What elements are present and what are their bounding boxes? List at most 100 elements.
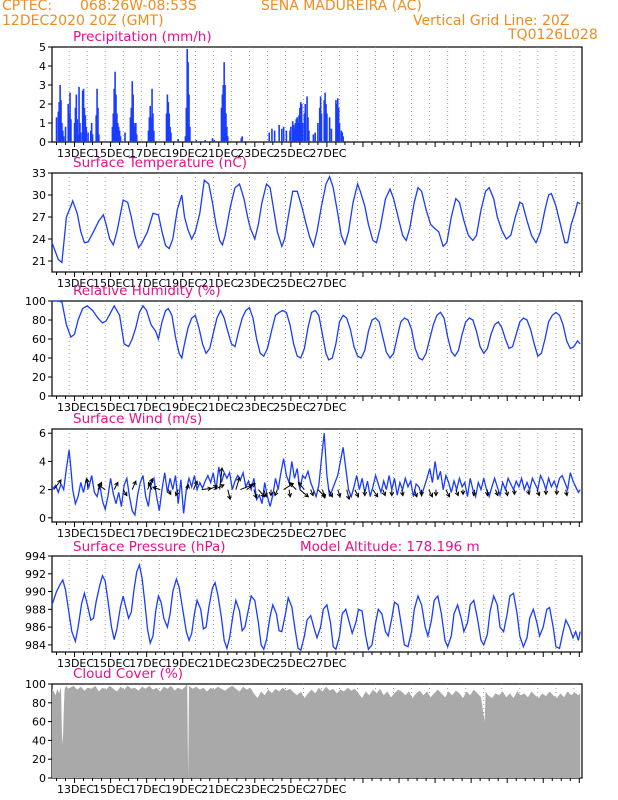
wind-arrow-head	[535, 491, 541, 497]
precip-bar	[67, 104, 70, 142]
wind-arrow	[288, 482, 297, 490]
wind-arrow	[337, 489, 341, 497]
precip-bar	[295, 119, 298, 142]
temp-xtick-label: 25DEC	[273, 277, 310, 290]
precip-bar	[69, 92, 71, 142]
pressure-ytick-label: 986	[25, 621, 46, 634]
cloud-xtick-label: 21DEC	[201, 783, 238, 796]
wind-arrow-head	[273, 491, 279, 497]
precip-bar	[117, 126, 120, 142]
precip-bar	[271, 128, 273, 142]
precip-title: Precipitation (mm/h)	[73, 29, 212, 45]
wind-arrow	[208, 485, 218, 491]
wind-arrow-head	[494, 491, 499, 497]
precip-bar	[129, 117, 132, 142]
precip-bar	[151, 88, 153, 142]
precip-bar	[62, 130, 64, 142]
precip-bar	[131, 81, 134, 142]
precip-bar	[113, 88, 115, 142]
precip-bar	[55, 117, 58, 142]
temp-ytick-label: 24	[32, 233, 46, 246]
wind-arrow-head	[148, 477, 154, 483]
wind-ytick-label: 4	[39, 455, 46, 468]
temp-xtick-label: 27DEC	[309, 277, 346, 290]
wind-arrow	[152, 486, 161, 491]
wind-arrow	[299, 489, 309, 498]
pressure-xtick-label: 15DEC	[93, 657, 130, 670]
wind-ytick-label: 2	[39, 484, 46, 497]
precip-bar	[299, 107, 301, 142]
wind-arrow	[382, 489, 386, 496]
wind-arrow-head	[114, 481, 119, 487]
precip-bar	[168, 113, 170, 142]
precip-bar	[297, 123, 299, 142]
wind-frame	[51, 428, 583, 523]
wind-arrow-head	[57, 479, 62, 485]
rh-ytick-label: 60	[32, 333, 46, 346]
wind-arrow-head	[389, 491, 395, 497]
pressure-xtick-label: 13DEC	[57, 657, 94, 670]
precip-bar	[306, 96, 308, 142]
cloud-ytick-label: 80	[32, 697, 46, 710]
precip-bar	[292, 124, 295, 142]
wind-arrow	[258, 489, 265, 498]
precip-bar	[335, 100, 337, 142]
pressure-title: Surface Pressure (hPa)	[73, 539, 226, 555]
wind-arrow-head	[132, 480, 137, 486]
rh-ytick-label: 20	[32, 371, 46, 384]
temp-xtick-label: 13DEC	[57, 277, 94, 290]
precip-bar	[70, 119, 72, 142]
precip-bar	[226, 136, 229, 142]
wind-arrow-head	[309, 491, 315, 497]
precip-bar	[223, 62, 225, 143]
precip-bar	[224, 85, 226, 142]
precip-bar	[184, 136, 187, 142]
cloud-xtick-label: 25DEC	[273, 783, 310, 796]
cloud-xtick-label: 17DEC	[129, 783, 166, 796]
precip-bar	[301, 123, 304, 142]
precip-bar	[298, 115, 300, 142]
precip-bar	[226, 126, 228, 142]
precip-bar	[308, 130, 310, 142]
wind-arrow	[328, 489, 333, 498]
precip-bar	[342, 136, 344, 142]
precip-bar	[73, 123, 76, 142]
wind-arrow-head	[460, 490, 466, 496]
wind-arrow-head	[321, 493, 327, 499]
precip-bar	[221, 94, 224, 142]
precip-bar	[204, 140, 207, 142]
precip-ytick-label: 5	[39, 41, 46, 54]
wind-xtick-label: 21DEC	[201, 527, 238, 540]
precip-bar	[96, 88, 98, 142]
wind-arrow	[227, 489, 231, 500]
precip-bar	[64, 126, 67, 142]
precip-bar	[170, 132, 172, 142]
wind-arrow-head	[346, 495, 351, 501]
precip-frame	[51, 46, 583, 143]
precip-bar	[324, 92, 326, 142]
rh-xtick-label: 27DEC	[309, 401, 346, 414]
precip-bar	[323, 100, 326, 142]
precip-bar	[317, 123, 319, 142]
rh-ytick-label: 40	[32, 352, 46, 365]
precip-bar	[303, 113, 306, 142]
wind-arrow-head	[354, 492, 360, 498]
temp-ytick-label: 27	[32, 211, 46, 224]
precip-xtick-label: 15DEC	[93, 147, 130, 160]
wind-arrow-head	[543, 490, 549, 496]
precip-bar	[341, 132, 344, 142]
precip-bar	[300, 104, 303, 142]
precip-bar	[82, 88, 85, 142]
wind-arrow-head	[471, 491, 477, 497]
precip-bar	[85, 126, 88, 142]
precip-bar	[80, 132, 82, 142]
grid-note-label: Vertical Grid Line: 20Z	[413, 13, 570, 29]
precip-bar	[299, 102, 302, 142]
org-label: CPTEC:	[2, 0, 53, 14]
precip-bar	[74, 107, 77, 142]
wind-arrow-head	[251, 482, 256, 488]
precip-bar	[114, 71, 116, 142]
precip-bar	[112, 113, 115, 142]
precip-bar	[148, 117, 151, 142]
precip-bar	[296, 117, 298, 142]
